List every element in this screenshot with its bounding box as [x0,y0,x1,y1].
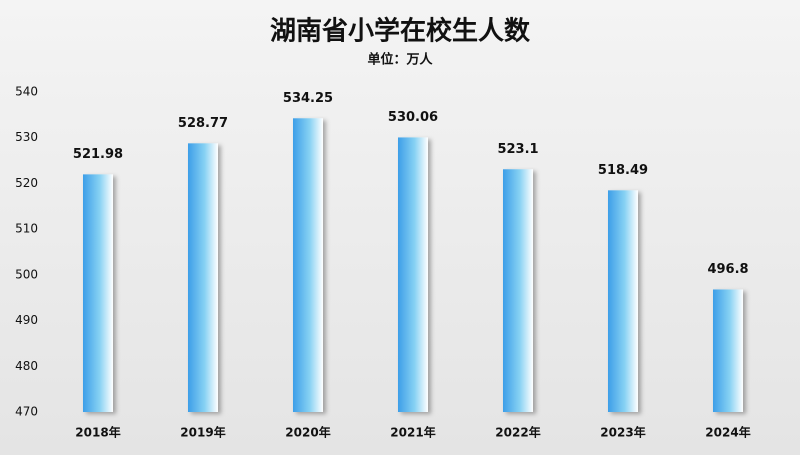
y-tick-label: 520 [15,176,38,190]
x-tick-label: 2019年 [180,425,225,440]
x-tick-label: 2021年 [390,425,435,440]
bar [293,118,323,413]
bar [398,137,428,412]
value-label: 530.06 [388,110,438,125]
x-tick-label: 2022年 [495,425,540,440]
y-tick-label: 500 [15,267,38,281]
value-label: 521.98 [73,147,123,162]
bar [713,289,743,412]
value-label: 518.49 [598,163,648,178]
y-tick-label: 530 [15,130,38,144]
value-label: 534.25 [283,91,333,106]
y-tick-label: 540 [15,85,38,99]
value-label: 496.8 [707,262,748,277]
y-tick-label: 510 [15,222,38,236]
y-tick-label: 470 [15,405,38,419]
x-tick-label: 2023年 [600,425,645,440]
value-label: 523.1 [497,142,538,157]
x-tick-label: 2024年 [705,425,750,440]
y-tick-label: 480 [15,359,38,373]
chart-title: 湖南省小学在校生人数 [270,16,531,47]
bar [608,190,638,412]
x-tick-label: 2020年 [285,425,330,440]
x-tick-label: 2018年 [75,425,120,440]
value-label: 528.77 [178,116,228,131]
bar [188,143,218,412]
bar [503,169,533,412]
y-tick-label: 490 [15,313,38,327]
bar [83,174,113,412]
chart-subtitle: 单位：万人 [367,52,433,68]
